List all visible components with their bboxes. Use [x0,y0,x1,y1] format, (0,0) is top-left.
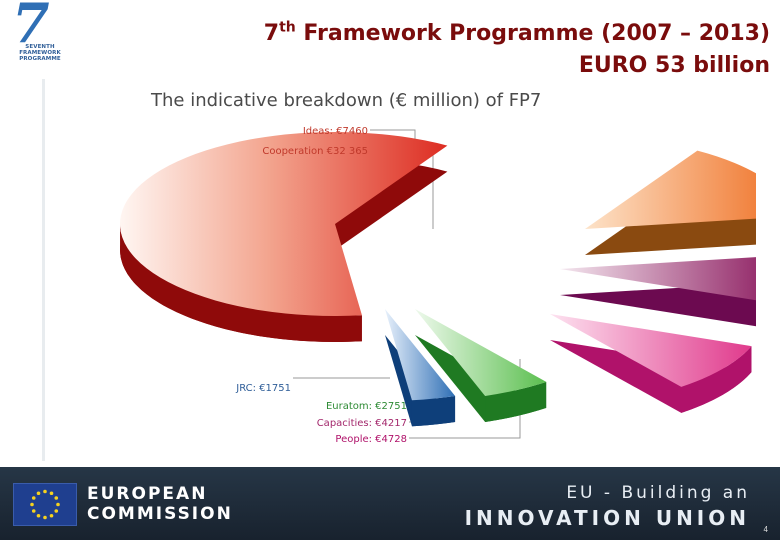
pie-slice-top-ideas [585,150,756,229]
pie-slices [120,132,756,427]
logo-line-2: PROGRAMME [19,56,61,62]
eu-star [49,491,54,496]
pie-slice-people [550,314,752,413]
footer-banner: EUROPEAN COMMISSION EU - Building an INN… [0,467,780,540]
european-commission-wordmark: EUROPEAN COMMISSION [87,484,233,524]
eu-star [36,513,41,518]
pie-slice-euratom [415,309,547,422]
page-subtitle: EURO 53 billion [578,53,770,78]
pie-chart: Ideas: €7460 Cooperation €32 365 JRC: €175… [120,126,756,445]
org-line-1: EUROPEAN [87,484,208,504]
pie-slice-side-cooperation [120,222,362,342]
pie-labels: Ideas: €7460 Cooperation €32 365 JRC: €175… [235,126,407,445]
fp7-seven-mark: 7 [12,0,50,55]
slice-label-ideas: Ideas: €7460 [303,126,368,137]
fp7-logo-text: SEVENTH FRAMEWORK PROGRAMME [4,44,76,62]
page-title: 7th Framework Programme (2007 – 2013) EU… [264,18,770,82]
slogan-line-1: EU - Building an [566,483,750,503]
eu-star [54,496,59,500]
eu-star [36,491,41,496]
title-prefix: 7 [263,21,280,46]
title-line-1: 7th Framework Programme (2007 – 2013) [264,18,770,50]
eu-star [49,513,54,518]
pie-slice-top-capacities [560,257,756,301]
pie-slice-side-people [681,346,752,413]
slice-label-euratom: Euratom: €2751 [326,401,407,412]
eu-star [31,509,36,513]
pie-slice-top-euratom [415,309,547,396]
pie-slice-ideas [585,150,756,255]
eu-star [56,502,60,507]
slogan: EU - Building an INNOVATION UNION [465,481,750,531]
eu-flag-icon [13,483,77,526]
org-line-2: COMMISSION [87,504,233,524]
pie-slice-top-jrc [385,309,456,401]
eu-star [31,496,36,500]
pie-slice-top-people [550,314,752,387]
slice-label-people: People: €4728 [335,434,407,445]
slogan-line-2: INNOVATION UNION [464,506,750,530]
chart-panel: The indicative breakdown (€ million) of … [45,79,756,461]
pie-slice-cooperation [120,132,448,342]
page-number: 4 [763,525,768,534]
pie-slice-jrc [385,309,456,427]
slice-label-jrc: JRC: €1751 [235,383,291,394]
eu-stars [30,489,60,520]
eu-star [54,509,59,513]
pie-slice-side-jrc [411,395,456,427]
pie-slice-base-capacities [560,283,756,327]
chart-title: The indicative breakdown (€ million) of … [151,90,542,111]
title-rest: Framework Programme (2007 – 2013) [295,21,770,46]
slice-label-capacities: Capacities: €4217 [317,418,407,429]
slice-label-cooperation: Cooperation €32 365 [262,146,368,157]
eu-star [43,489,47,494]
pie-slice-side-euratom [485,381,547,422]
pie-slice-capacities [560,257,756,327]
pie-slice-top-cooperation [120,132,448,316]
eu-star [30,502,34,507]
logo-line-1: SEVENTH FRAMEWORK [19,44,61,56]
eu-star [43,515,47,520]
fp7-logo: 7 SEVENTH FRAMEWORK PROGRAMME [4,0,76,62]
title-superscript: th [279,19,296,36]
